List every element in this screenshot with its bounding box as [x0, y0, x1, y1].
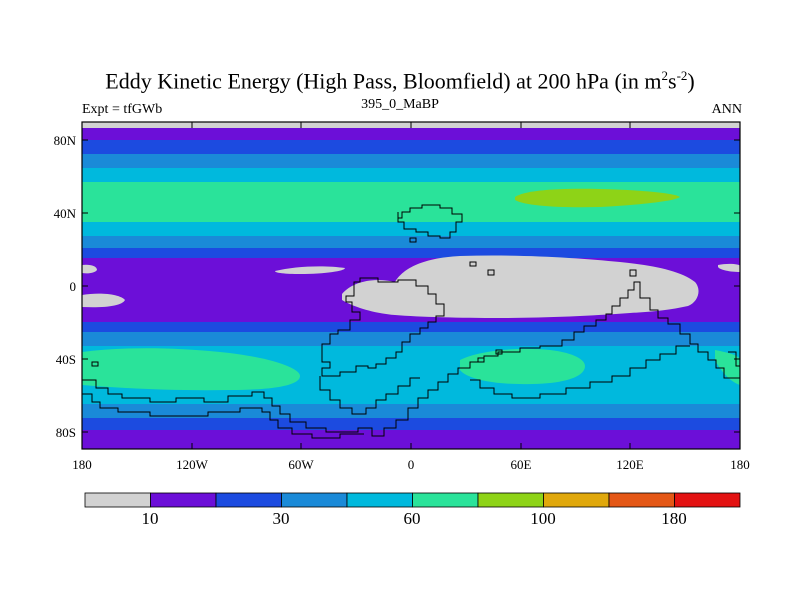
- band-south-blue-2: [82, 418, 740, 430]
- band-north-blue-2: [82, 248, 740, 258]
- coastline-north-continent: [397, 204, 463, 239]
- lon-label-180e: 180: [730, 457, 750, 472]
- lat-label-0: 0: [70, 279, 77, 294]
- coastline-islet-5: [487, 269, 495, 276]
- band-north-blue: [82, 140, 740, 154]
- band-south-purple: [82, 430, 740, 449]
- green-blob-south-west: [82, 348, 300, 391]
- colorbar-swatch-4: [346, 492, 413, 508]
- lat-label-40s: 40S: [56, 352, 76, 367]
- coastline-islet-3: [91, 361, 99, 367]
- colorbar-label-180: 180: [661, 509, 687, 528]
- map-plot-area: [82, 122, 740, 449]
- colorbar-swatch-8: [608, 492, 675, 508]
- colorbar-swatch-6: [477, 492, 544, 508]
- coastlines: [82, 204, 740, 439]
- map-title: Eddy Kinetic Energy (High Pass, Bloomfie…: [105, 68, 695, 94]
- season-label: ANN: [711, 102, 742, 117]
- lon-label-0: 0: [408, 457, 415, 472]
- grey-region-equator-west: [82, 293, 125, 308]
- band-north-mid-blue: [82, 154, 740, 168]
- coastline-islet-1: [477, 357, 485, 363]
- lon-label-120w: 120W: [176, 457, 209, 472]
- grey-region-equator-dateline: [82, 264, 97, 274]
- coastline-north-island: [409, 237, 417, 243]
- coastline-islet-2: [495, 349, 503, 355]
- lon-label-120e: 120E: [616, 457, 644, 472]
- coastline-islet-4: [629, 269, 637, 277]
- run-label: 395_0_MaBP: [361, 97, 439, 112]
- band-south-cyan: [82, 346, 740, 358]
- colorbar-swatch-7: [543, 492, 610, 508]
- coastline-south-lower: [82, 393, 364, 439]
- coastline-east-ridge: [470, 345, 690, 399]
- lat-label-80s: 80S: [56, 425, 76, 440]
- green-blob-south-indian: [460, 348, 585, 385]
- lon-label-60w: 60W: [288, 457, 314, 472]
- band-south-blue: [82, 322, 740, 332]
- band-north-purple: [82, 128, 740, 140]
- green-blob-south-east: [715, 350, 740, 385]
- colorbar-label-60: 60: [404, 509, 421, 528]
- lon-label-180w: 180: [72, 457, 92, 472]
- lat-label-40n: 40N: [54, 206, 77, 221]
- grey-region-east-pacific: [275, 266, 345, 274]
- colorbar-swatch-9: [674, 492, 741, 508]
- coastline-gondwana-south: [82, 281, 740, 437]
- lon-label-60e: 60E: [511, 457, 532, 472]
- lime-blob-north-pacific: [515, 188, 680, 208]
- colorbar-swatch-5: [412, 492, 479, 508]
- band-south-cyan-3: [82, 388, 740, 404]
- axis-ticks: [81, 122, 740, 449]
- grey-region-equator-main: [342, 255, 699, 318]
- colorbar: [84, 492, 741, 508]
- colorbar-label-10: 10: [142, 509, 159, 528]
- colorbar-swatch-1: [150, 492, 217, 508]
- band-north-cyan: [82, 168, 740, 182]
- colorbar-swatch-2: [215, 492, 282, 508]
- coastline-islet-6: [469, 261, 477, 267]
- lat-label-80n: 80N: [54, 133, 77, 148]
- coastline-gondwana-west: [321, 277, 445, 377]
- colorbar-label-100: 100: [530, 509, 556, 528]
- experiment-label: Expt = tfGWb: [82, 102, 163, 117]
- coastline-interior-ridge: [319, 376, 420, 415]
- grey-region-far-east: [718, 263, 740, 272]
- colorbar-swatch-3: [281, 492, 348, 508]
- band-south-mid-blue: [82, 332, 740, 346]
- colorbar-label-30: 30: [273, 509, 290, 528]
- colorbar-swatch-0: [84, 492, 151, 508]
